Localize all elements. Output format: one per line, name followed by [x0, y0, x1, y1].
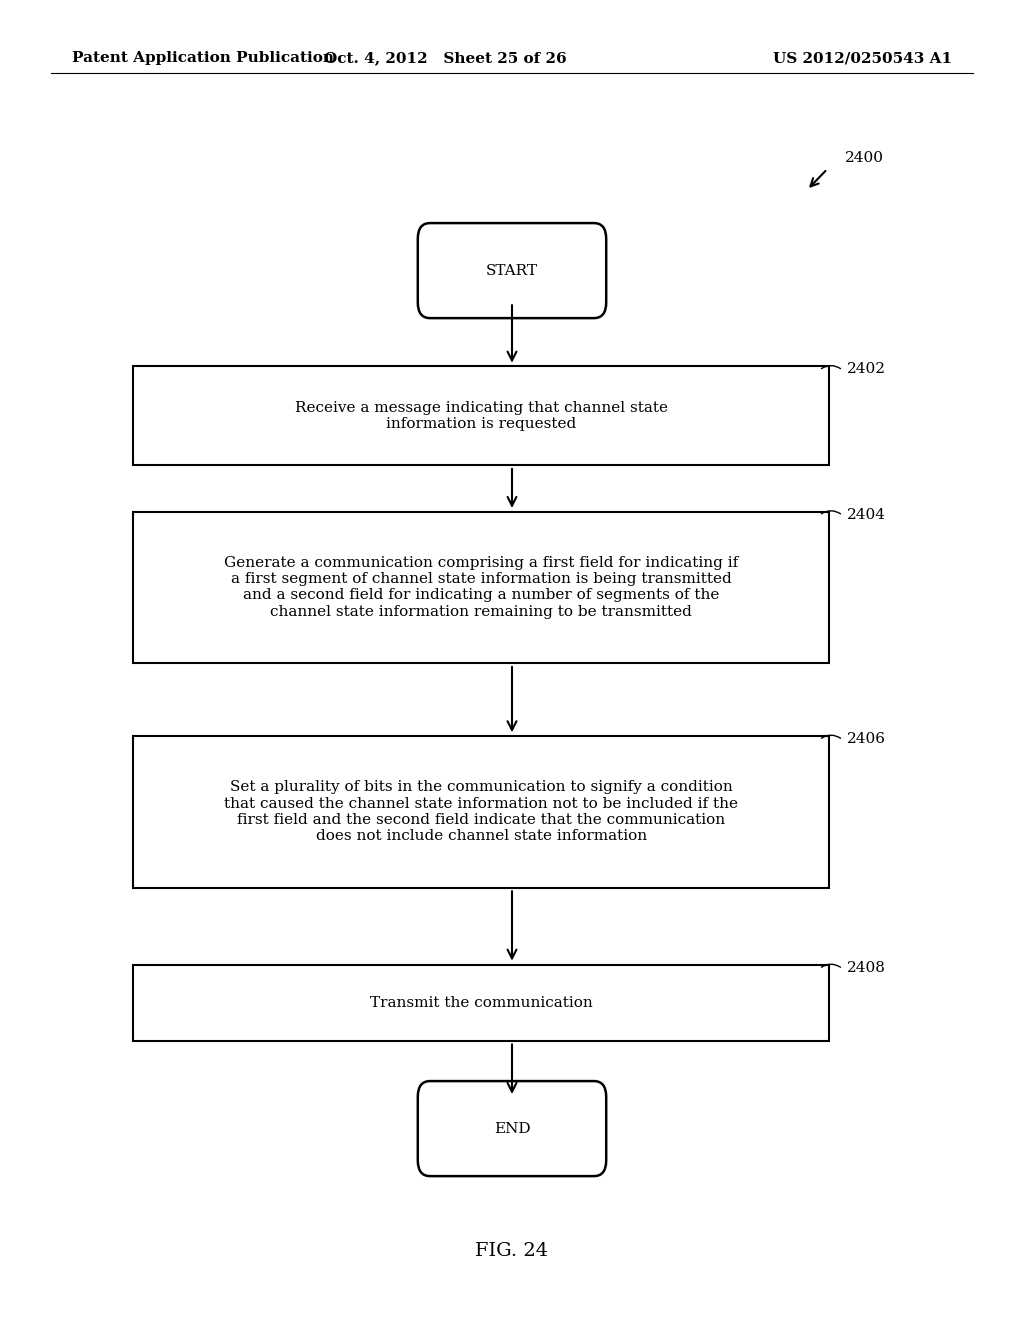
- Text: Oct. 4, 2012   Sheet 25 of 26: Oct. 4, 2012 Sheet 25 of 26: [325, 51, 566, 65]
- Text: END: END: [494, 1122, 530, 1135]
- FancyBboxPatch shape: [418, 1081, 606, 1176]
- Text: FIG. 24: FIG. 24: [475, 1242, 549, 1261]
- Text: START: START: [486, 264, 538, 277]
- Text: 2406: 2406: [847, 731, 886, 746]
- FancyBboxPatch shape: [418, 223, 606, 318]
- Text: 2408: 2408: [847, 961, 886, 975]
- Text: Set a plurality of bits in the communication to signify a condition
that caused : Set a plurality of bits in the communica…: [224, 780, 738, 843]
- Text: Receive a message indicating that channel state
information is requested: Receive a message indicating that channe…: [295, 401, 668, 430]
- Text: Transmit the communication: Transmit the communication: [370, 997, 593, 1010]
- Text: Generate a communication comprising a first field for indicating if
a first segm: Generate a communication comprising a fi…: [224, 556, 738, 619]
- Text: US 2012/0250543 A1: US 2012/0250543 A1: [773, 51, 952, 65]
- Bar: [133, 965, 829, 1041]
- Text: 2402: 2402: [847, 362, 886, 376]
- Text: 2400: 2400: [845, 150, 884, 165]
- Bar: [133, 366, 829, 465]
- Bar: [133, 737, 829, 887]
- Text: 2404: 2404: [847, 507, 886, 521]
- Text: Patent Application Publication: Patent Application Publication: [72, 51, 334, 65]
- Bar: [133, 511, 829, 663]
